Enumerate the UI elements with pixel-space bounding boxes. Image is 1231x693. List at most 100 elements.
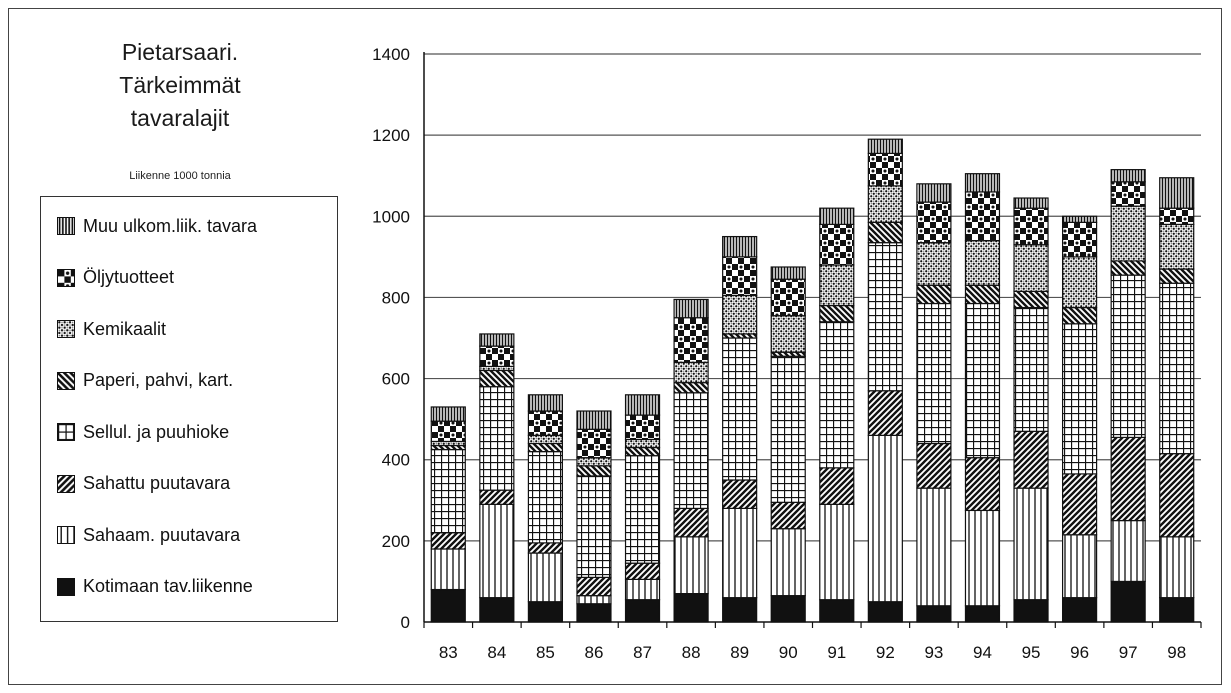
bar-segment [1110, 274, 1146, 439]
bar-segment [1013, 599, 1049, 623]
bar-segment [916, 201, 952, 244]
x-tick-label: 94 [973, 643, 992, 662]
bar-segment [916, 302, 952, 445]
legend-label: Kemikaalit [83, 318, 167, 339]
bar-segment [527, 442, 564, 453]
bar-segment [722, 235, 758, 258]
bar-segment [867, 185, 903, 223]
x-tick-label: 97 [1119, 643, 1138, 662]
legend-item: Sellul. ja puuhioke [57, 419, 229, 445]
legend-swatch [57, 577, 75, 596]
x-tick-label: 93 [924, 643, 943, 662]
bar-segment [624, 455, 661, 564]
bar-segment [673, 317, 709, 363]
bar-segment [916, 284, 952, 305]
x-tick-label: 83 [439, 643, 458, 662]
bar-segment [1061, 473, 1098, 536]
bar-segment [770, 501, 806, 530]
bar-segment [430, 444, 466, 451]
legend-swatch [57, 526, 75, 544]
bar-segment [964, 605, 1001, 623]
bar-segment [964, 191, 1001, 242]
chart-subtitle: Liikenne 1000 tonnia [129, 170, 231, 182]
bar-segment [722, 256, 758, 297]
bar-segment [722, 294, 758, 335]
bar-segment [1061, 597, 1098, 623]
legend-swatch [57, 217, 75, 235]
bar-segment [1013, 306, 1049, 432]
legend-label: Sahaam. puutavara [83, 524, 241, 545]
bar-segment [1159, 282, 1195, 455]
bar-segment [1159, 223, 1195, 270]
bar-segment [770, 266, 806, 280]
bar-segment [624, 414, 661, 441]
bar-segment [527, 542, 564, 554]
bar-segment [1061, 256, 1098, 309]
bar-segment [576, 457, 612, 467]
y-tick-label: 600 [382, 370, 410, 389]
x-tick-label: 95 [1022, 643, 1041, 662]
bar-segment [722, 337, 758, 481]
bar-segment [673, 536, 709, 595]
bar-segment [964, 302, 1001, 459]
bar-segment [867, 434, 903, 603]
bar-segment [1110, 519, 1146, 583]
bar-segment [1061, 306, 1098, 325]
bar-segment [916, 605, 952, 623]
legend-item: Muu ulkom.liik. tavara [57, 213, 257, 239]
bar-segment [479, 369, 515, 388]
bar-segment [770, 528, 806, 597]
bar-segment [673, 592, 709, 623]
bar-segment [673, 392, 709, 509]
bar-segment [722, 597, 758, 623]
bar-segment [673, 298, 709, 319]
bar-segment [576, 603, 612, 623]
x-tick-label: 91 [827, 643, 846, 662]
title-line-2: Tärkeimmät [119, 72, 241, 98]
bar-segment [964, 240, 1001, 286]
bar-segment [867, 242, 903, 392]
bar-segment [479, 333, 515, 347]
y-tick-label: 800 [382, 288, 410, 307]
bar-segment [479, 489, 515, 505]
legend-swatch [57, 423, 75, 441]
bar-segment [576, 595, 612, 605]
bar-segment [1013, 430, 1049, 489]
bar-segment [1013, 207, 1049, 246]
bar-segment [1061, 534, 1098, 599]
bar-segment [624, 562, 661, 581]
y-tick-label: 0 [401, 613, 410, 632]
bar-segment [916, 442, 952, 489]
legend-swatch [57, 268, 75, 287]
bar-segment [770, 355, 806, 503]
bar-segment [819, 304, 855, 323]
legend-item: Paperi, pahvi, kart. [57, 368, 233, 394]
bar-segment [624, 599, 661, 623]
legend-item: Kemikaalit [57, 316, 166, 342]
x-tick-label: 88 [682, 643, 701, 662]
bar-segment [1013, 290, 1049, 309]
title-line-1: Pietarsaari. [121, 39, 239, 65]
bar-segment [722, 507, 758, 599]
bar-segment [527, 410, 564, 436]
legend: Muu ulkom.liik. tavara Öljytuotteet Kemika… [40, 196, 338, 622]
bar-segment [964, 173, 1001, 193]
legend-label: Öljytuotteet [83, 267, 175, 287]
bar-segment [770, 315, 806, 353]
bar-segment [527, 394, 564, 412]
bar-segment [1110, 260, 1146, 276]
bar-segment [867, 601, 903, 623]
x-tick-label: 92 [876, 643, 895, 662]
bar-segment [1159, 453, 1195, 538]
bar-segment [430, 588, 466, 623]
bar-segment [916, 487, 952, 607]
x-tick-label: 90 [779, 643, 798, 662]
y-tick-label: 1400 [372, 45, 410, 64]
x-tick-label: 89 [730, 643, 749, 662]
legend-swatch [57, 474, 75, 493]
bar-segment [819, 599, 855, 623]
y-tick-label: 400 [382, 451, 410, 470]
bar-segment [430, 420, 466, 443]
x-tick-label: 96 [1070, 643, 1089, 662]
